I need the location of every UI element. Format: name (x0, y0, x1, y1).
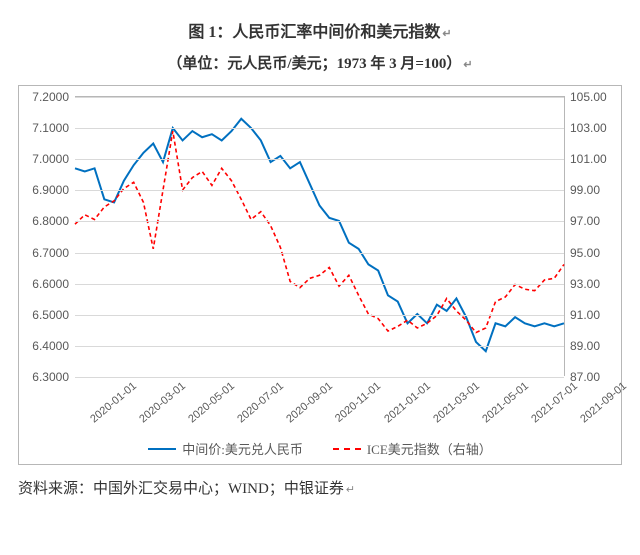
x-tick: 2021-07-01 (529, 380, 580, 425)
y-left-tick: 6.6000 (32, 277, 75, 291)
y-right-tick: 103.00 (564, 121, 607, 135)
series-dxy (75, 131, 564, 332)
x-tick: 2020-05-01 (186, 380, 237, 425)
x-tick: 2021-09-01 (578, 380, 629, 425)
x-tick: 2021-01-01 (382, 380, 433, 425)
source-text: 资料来源：中国外汇交易中心；WIND；中银证券 (18, 481, 344, 497)
y-right-tick: 97.00 (564, 214, 600, 228)
x-tick: 2020-07-01 (235, 380, 286, 425)
y-left-tick: 6.3000 (32, 370, 75, 384)
y-left-tick: 6.5000 (32, 308, 75, 322)
plot-area: 6.300087.006.400089.006.500091.006.60009… (75, 96, 565, 376)
x-tick: 2020-09-01 (284, 380, 335, 425)
y-right-tick: 93.00 (564, 277, 600, 291)
y-right-tick: 105.00 (564, 90, 607, 104)
y-right-tick: 91.00 (564, 308, 600, 322)
source-line: 资料来源：中国外汇交易中心；WIND；中银证券↵ (18, 477, 622, 498)
y-left-tick: 7.0000 (32, 152, 75, 166)
y-left-tick: 6.8000 (32, 214, 75, 228)
legend-item-cny: 中间价:美元兑人民币 (148, 439, 303, 458)
y-left-tick: 6.7000 (32, 246, 75, 260)
legend: 中间价:美元兑人民币 ICE美元指数（右轴） (19, 439, 621, 458)
chart-svg (75, 97, 564, 376)
y-right-tick: 99.00 (564, 183, 600, 197)
x-tick: 2021-05-01 (480, 380, 531, 425)
x-tick: 2021-03-01 (431, 380, 482, 425)
chart-subtitle: （单位：元人民币/美元；1973 年 3 月=100）↵ (18, 52, 622, 73)
x-tick: 2020-11-01 (333, 380, 383, 425)
y-left-tick: 6.9000 (32, 183, 75, 197)
x-tick: 2020-03-01 (137, 380, 188, 425)
subtitle-text: （单位：元人民币/美元；1973 年 3 月=100） (167, 56, 461, 72)
legend-label-dxy: ICE美元指数（右轴） (367, 439, 492, 458)
chart-title: 图 1：人民币汇率中间价和美元指数↵ (18, 18, 622, 42)
y-left-tick: 6.4000 (32, 339, 75, 353)
y-left-tick: 7.1000 (32, 121, 75, 135)
y-right-tick: 95.00 (564, 246, 600, 260)
return-mark: ↵ (344, 484, 355, 496)
x-tick: 2020-01-01 (88, 380, 139, 425)
y-right-tick: 101.00 (564, 152, 607, 166)
legend-swatch-cny (148, 448, 176, 450)
legend-label-cny: 中间价:美元兑人民币 (182, 439, 303, 458)
legend-item-dxy: ICE美元指数（右轴） (333, 439, 492, 458)
legend-swatch-dxy (333, 448, 361, 450)
page: 图 1：人民币汇率中间价和美元指数↵ （单位：元人民币/美元；1973 年 3 … (0, 0, 640, 555)
return-mark: ↵ (461, 59, 472, 71)
title-text: 图 1：人民币汇率中间价和美元指数 (188, 24, 440, 41)
return-mark: ↵ (440, 28, 451, 40)
chart-frame: 6.300087.006.400089.006.500091.006.60009… (18, 85, 622, 465)
y-left-tick: 7.2000 (32, 90, 75, 104)
y-right-tick: 89.00 (564, 339, 600, 353)
